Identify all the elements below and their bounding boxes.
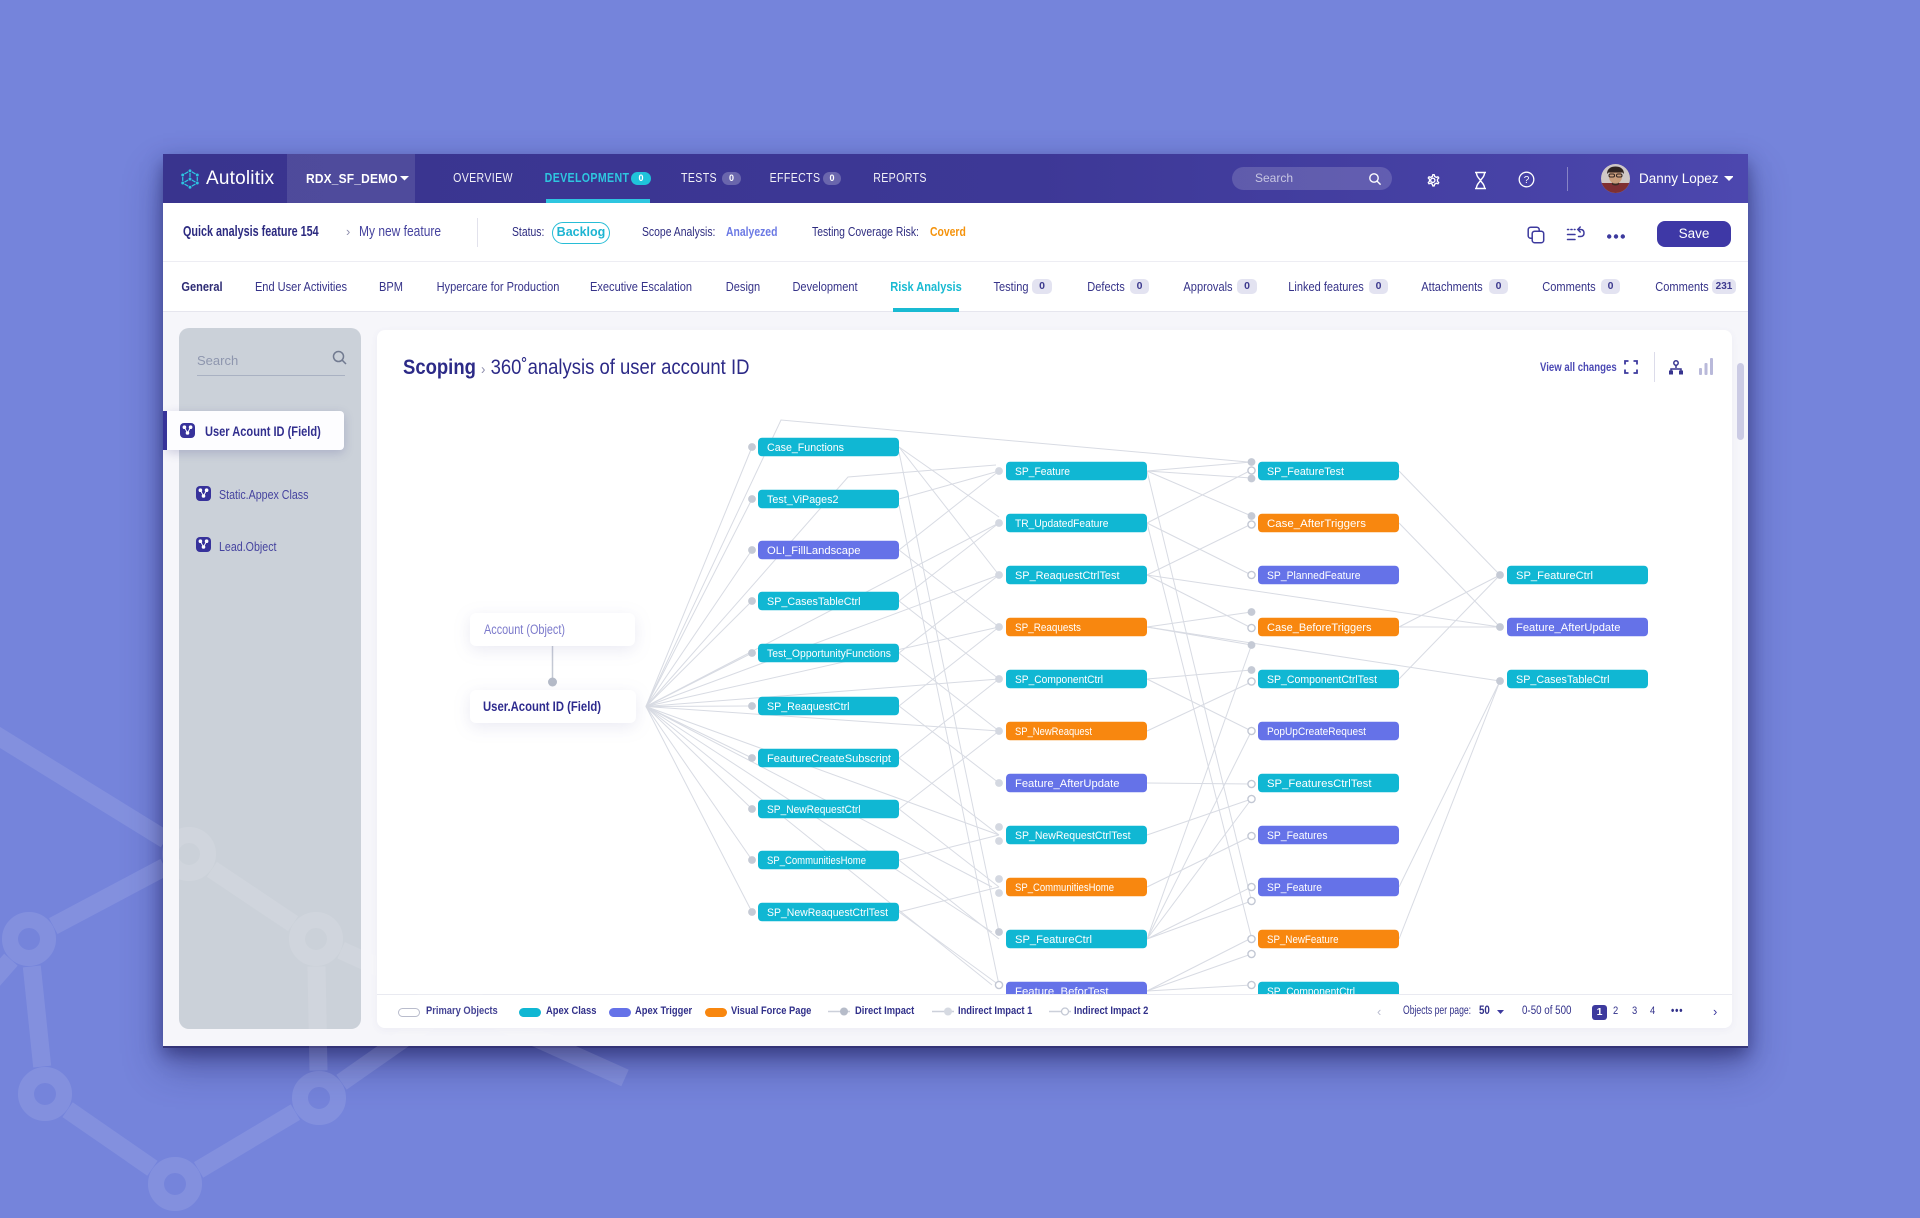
svg-text:SP_NewRequestCtrl: SP_NewRequestCtrl (767, 804, 861, 816)
svg-text:PopUpCreateRequest: PopUpCreateRequest (1267, 726, 1366, 738)
svg-text:Case_Functions: Case_Functions (767, 442, 845, 454)
svg-text:SP_CasesTableCtrl: SP_CasesTableCtrl (767, 596, 861, 608)
svg-text:Feature_AfterUpdate: Feature_AfterUpdate (1015, 778, 1120, 790)
svg-text:SP_FeatureTest: SP_FeatureTest (1267, 466, 1344, 478)
svg-text:FeautureCreateSubscript: FeautureCreateSubscript (767, 753, 891, 765)
svg-text:SP_ReaquestCtrlTest: SP_ReaquestCtrlTest (1015, 570, 1120, 582)
svg-text:SP_FeatureCtrl: SP_FeatureCtrl (1516, 570, 1593, 582)
svg-text:User.Acount ID (Field): User.Acount ID (Field) (483, 698, 601, 714)
svg-text:SP_FeaturesCtrlTest: SP_FeaturesCtrlTest (1267, 778, 1372, 790)
svg-text:Account (Object): Account (Object) (484, 622, 565, 637)
svg-text:SP_Features: SP_Features (1267, 830, 1328, 842)
svg-text:SP_Feature: SP_Feature (1015, 466, 1070, 478)
svg-text:SP_Reaquests: SP_Reaquests (1015, 622, 1082, 634)
svg-text:Test_OpportunityFunctions: Test_OpportunityFunctions (767, 648, 892, 660)
svg-text:SP_CasesTableCtrl: SP_CasesTableCtrl (1516, 674, 1610, 686)
svg-text:SP_NewReaquestCtrlTest: SP_NewReaquestCtrlTest (767, 907, 888, 919)
svg-text:SP_ReaquestCtrl: SP_ReaquestCtrl (767, 701, 850, 713)
svg-text:SP_NewReaquest: SP_NewReaquest (1015, 726, 1092, 738)
svg-text:SP_ComponentCtrlTest: SP_ComponentCtrlTest (1267, 674, 1377, 686)
svg-text:?: ? (1524, 175, 1530, 186)
svg-text:OLI_FillLandscape: OLI_FillLandscape (767, 545, 861, 557)
svg-text:Feature_AfterUpdate: Feature_AfterUpdate (1516, 622, 1621, 634)
svg-text:SP_ComponentCtrl: SP_ComponentCtrl (1015, 674, 1103, 686)
svg-text:SP_CommunitiesHome: SP_CommunitiesHome (767, 855, 866, 867)
svg-text:SP_PlannedFeature: SP_PlannedFeature (1267, 570, 1361, 582)
svg-text:SP_FeatureCtrl: SP_FeatureCtrl (1015, 934, 1092, 946)
svg-text:Feature_BeforTest: Feature_BeforTest (1015, 986, 1109, 994)
svg-text:Test_ViPages2: Test_ViPages2 (767, 494, 839, 506)
svg-text:SP_NewRequestCtrlTest: SP_NewRequestCtrlTest (1015, 830, 1131, 842)
svg-text:Case_BeforeTriggers: Case_BeforeTriggers (1267, 622, 1372, 634)
svg-text:SP_CommunitiesHome: SP_CommunitiesHome (1015, 882, 1114, 894)
svg-text:TR_UpdatedFeature: TR_UpdatedFeature (1015, 518, 1109, 530)
svg-text:SP_ComponentCtrl: SP_ComponentCtrl (1267, 986, 1355, 994)
svg-text:SP_Feature: SP_Feature (1267, 882, 1322, 894)
svg-text:SP_NewFeature: SP_NewFeature (1267, 934, 1339, 946)
svg-text:Case_AfterTriggers: Case_AfterTriggers (1267, 518, 1367, 530)
